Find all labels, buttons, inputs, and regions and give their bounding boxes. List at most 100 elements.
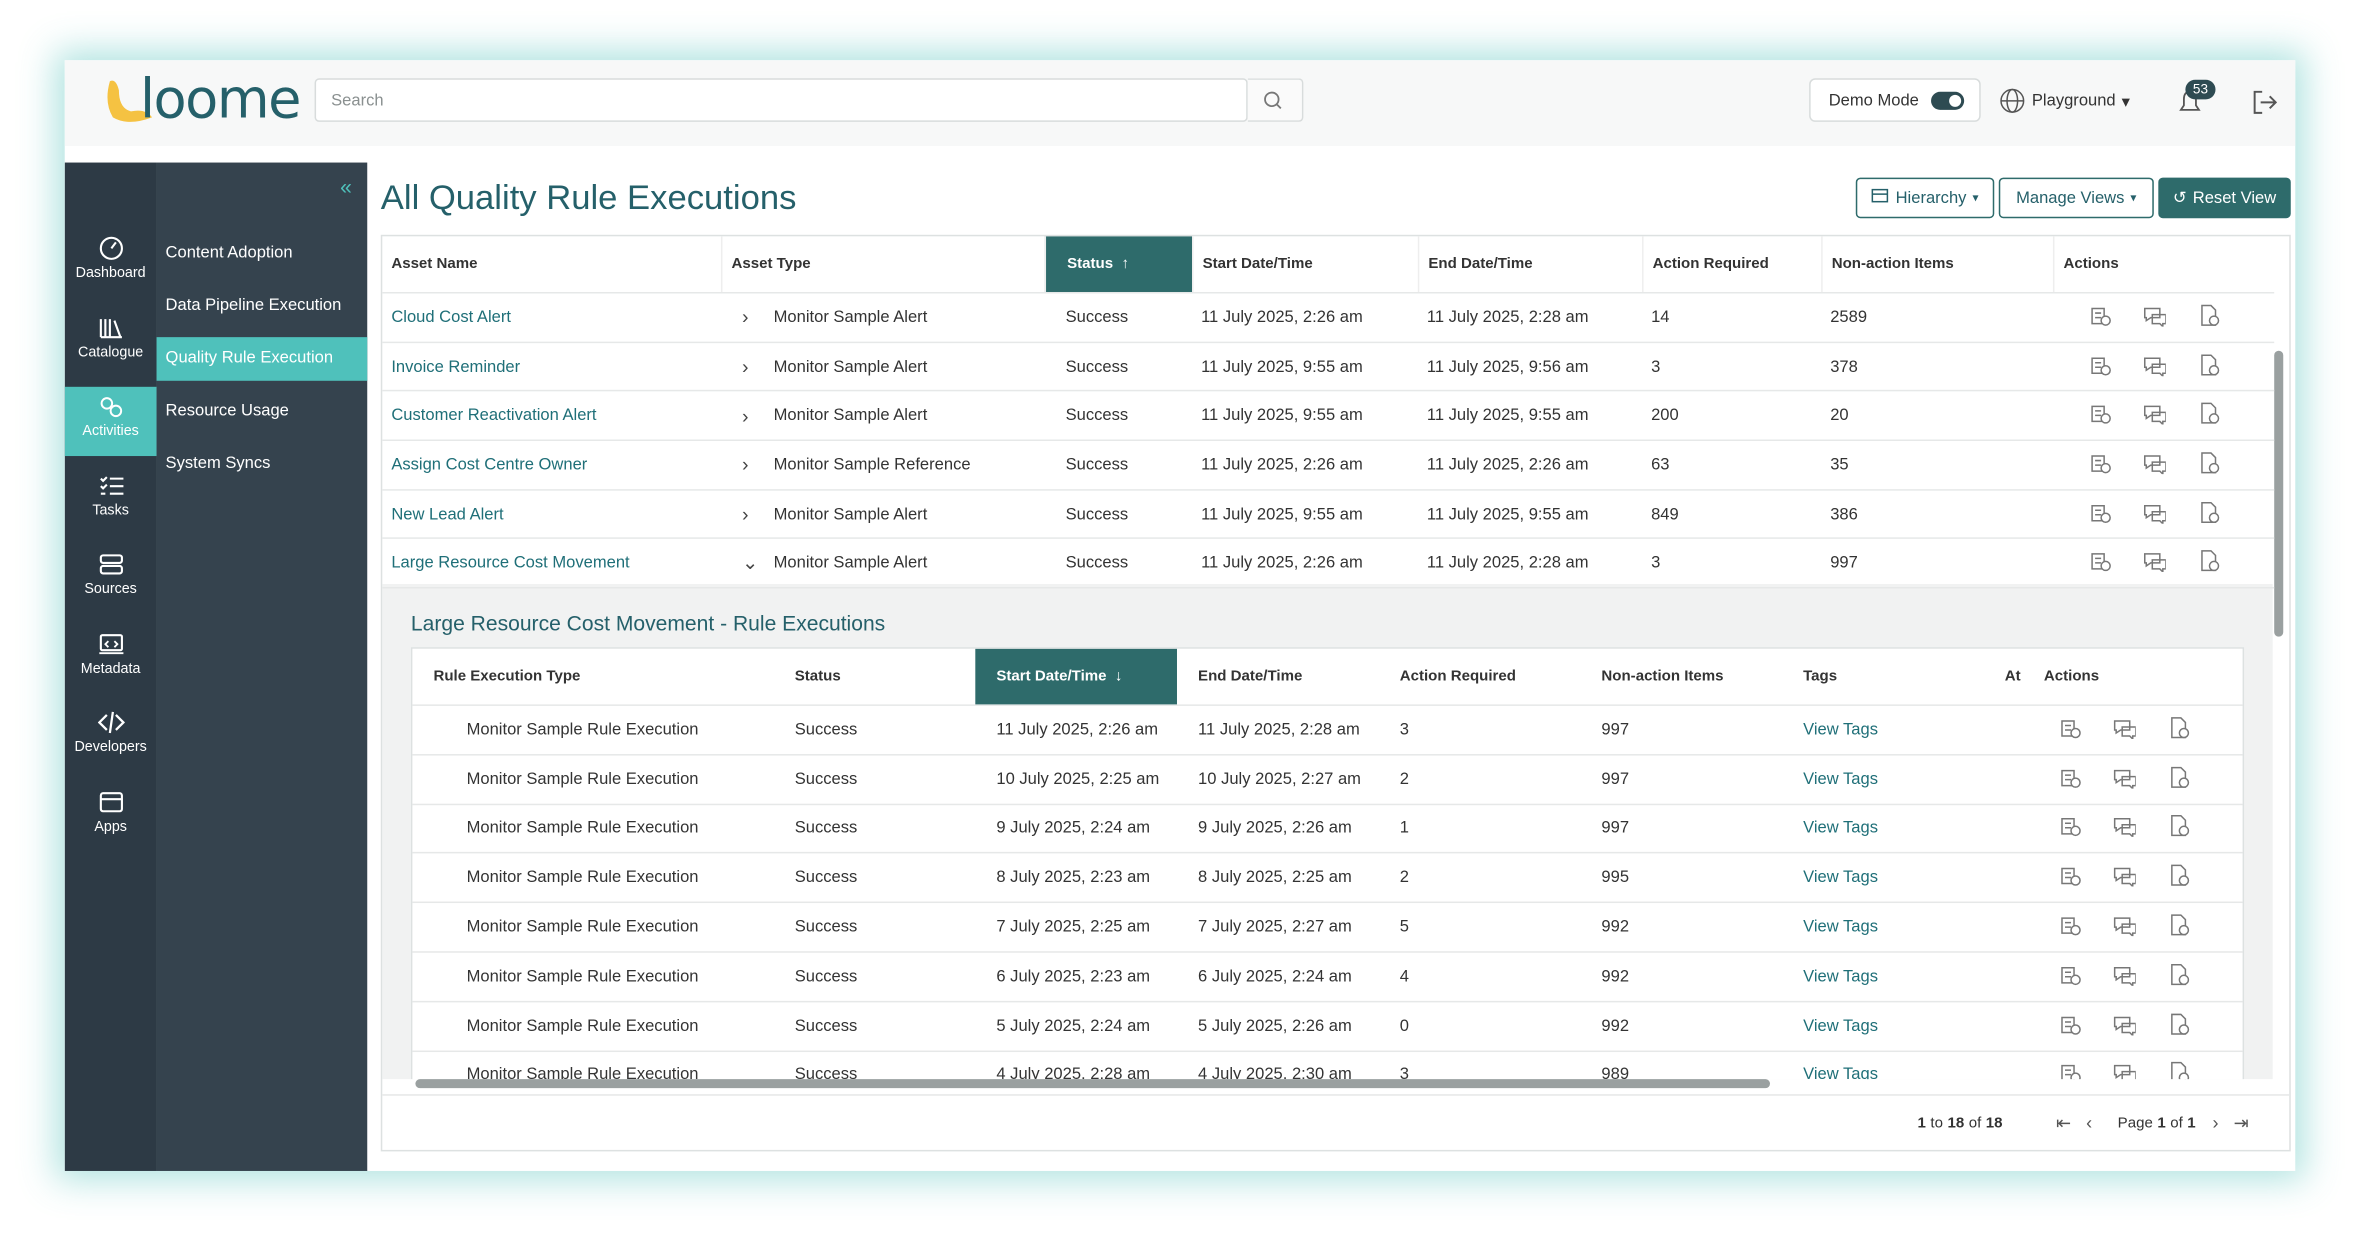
action-icon[interactable]	[2197, 353, 2220, 380]
column-header[interactable]: Tags	[1782, 649, 1984, 705]
column-header[interactable]: Action Required	[1379, 649, 1581, 705]
nav-item[interactable]: Dashboard	[65, 229, 157, 298]
page-nav-prev[interactable]: ⇤‹	[2055, 1112, 2108, 1134]
column-header[interactable]: Status	[774, 649, 976, 705]
tags-link[interactable]: View Tags	[1803, 770, 1878, 789]
subnav-item[interactable]: Resource Usage	[165, 401, 289, 420]
toolbar-button[interactable]: ↺ Reset View	[2158, 177, 2291, 219]
asset-link[interactable]: Cloud Cost Alert	[391, 308, 511, 327]
action-icon[interactable]	[2113, 815, 2137, 842]
action-icon[interactable]	[2059, 963, 2082, 990]
expand-chevron[interactable]: ›	[742, 306, 749, 329]
column-header[interactable]: End Date/Time	[1417, 236, 1642, 292]
page-nav-next[interactable]: ›⇥	[2212, 1112, 2264, 1134]
column-header[interactable]: At	[1984, 649, 2023, 705]
tags-link[interactable]: View Tags	[1803, 868, 1878, 887]
column-header[interactable]: Non-action Items	[1580, 649, 1782, 705]
action-icon[interactable]	[2197, 550, 2220, 577]
action-icon[interactable]	[2059, 766, 2082, 793]
asset-link[interactable]: Customer Reactivation Alert	[391, 406, 597, 425]
action-icon[interactable]	[2143, 550, 2167, 577]
action-icon[interactable]	[2113, 716, 2137, 743]
action-icon[interactable]	[2197, 402, 2220, 429]
action-icon[interactable]	[2143, 304, 2167, 331]
column-header[interactable]: Non-action Items	[1821, 236, 2053, 292]
action-icon[interactable]	[2113, 766, 2137, 793]
action-icon[interactable]	[2089, 402, 2112, 429]
action-icon[interactable]	[2059, 1062, 2082, 1080]
action-icon[interactable]	[2059, 716, 2082, 743]
tags-link[interactable]: View Tags	[1803, 967, 1878, 986]
column-header[interactable]: Action Required	[1642, 236, 1821, 292]
column-header[interactable]: Status ↑	[1044, 236, 1193, 292]
action-icon[interactable]	[2113, 1062, 2137, 1080]
subnav-item[interactable]: Data Pipeline Execution	[165, 296, 342, 315]
nav-item[interactable]: Metadata	[65, 624, 157, 693]
expand-chevron[interactable]: ›	[742, 502, 749, 526]
action-icon[interactable]	[2167, 1062, 2190, 1080]
column-header[interactable]: End Date/Time	[1177, 649, 1379, 705]
action-icon[interactable]	[2089, 353, 2112, 380]
tags-link[interactable]: View Tags	[1803, 819, 1878, 838]
action-icon[interactable]	[2167, 766, 2190, 793]
action-icon[interactable]	[2089, 451, 2112, 478]
action-icon[interactable]	[2167, 1012, 2190, 1039]
search-button[interactable]	[1247, 78, 1304, 122]
action-icon[interactable]	[2089, 304, 2112, 331]
search-input[interactable]: Search	[314, 78, 1248, 122]
subnav-item[interactable]: System Syncs	[165, 454, 271, 473]
workspace-menu[interactable]: Playground ▾	[1999, 87, 2130, 114]
column-header[interactable]: Start Date/Time	[1192, 236, 1418, 292]
nav-item[interactable]: Sources	[65, 545, 157, 614]
expand-chevron[interactable]: ⌄	[742, 551, 759, 574]
nav-item[interactable]: Apps	[65, 782, 157, 851]
tags-link[interactable]: View Tags	[1803, 720, 1878, 739]
toolbar-button[interactable]: Manage Views ▾	[1998, 177, 2154, 219]
action-icon[interactable]	[2143, 353, 2167, 380]
action-icon[interactable]	[2167, 815, 2190, 842]
column-header[interactable]: Rule Execution Type	[412, 649, 773, 705]
action-icon[interactable]	[2143, 451, 2167, 478]
action-icon[interactable]	[2113, 914, 2137, 941]
expand-chevron[interactable]: ›	[742, 404, 749, 428]
nav-item[interactable]: Activities	[64, 386, 157, 457]
toolbar-button[interactable]: Hierarchy ▾	[1855, 177, 1995, 219]
action-icon[interactable]	[2143, 402, 2167, 429]
action-icon[interactable]	[2197, 304, 2220, 331]
action-icon[interactable]	[2089, 501, 2112, 528]
tags-link[interactable]: View Tags	[1803, 1016, 1878, 1036]
column-header[interactable]: Asset Name	[382, 236, 721, 292]
column-header[interactable]: Start Date/Time ↓	[975, 648, 1177, 705]
nav-item[interactable]: Catalogue	[65, 308, 157, 377]
asset-link[interactable]: New Lead Alert	[391, 505, 504, 524]
action-icon[interactable]	[2143, 501, 2167, 528]
action-icon[interactable]	[2059, 864, 2082, 891]
action-icon[interactable]	[2059, 914, 2082, 941]
collapse-icon[interactable]: «	[340, 174, 352, 199]
action-icon[interactable]	[2167, 864, 2190, 891]
v-scrollbar[interactable]	[2274, 350, 2284, 637]
asset-link[interactable]: Large Resource Cost Movement	[391, 554, 630, 573]
subnav-item[interactable]: Quality Rule Execution	[156, 337, 368, 381]
action-icon[interactable]	[2197, 451, 2220, 478]
action-icon[interactable]	[2167, 914, 2190, 941]
nav-item[interactable]: Developers	[65, 703, 157, 772]
column-header[interactable]: Asset Type	[720, 236, 1045, 292]
action-icon[interactable]	[2197, 501, 2220, 528]
action-icon[interactable]	[2059, 815, 2082, 842]
action-icon[interactable]	[2113, 1012, 2137, 1039]
tags-link[interactable]: View Tags	[1803, 918, 1878, 937]
action-icon[interactable]	[2167, 716, 2190, 743]
expand-chevron[interactable]: ›	[742, 355, 749, 378]
action-icon[interactable]	[2059, 1012, 2082, 1039]
action-icon[interactable]	[2089, 550, 2112, 577]
logout-icon[interactable]	[2250, 87, 2280, 117]
expand-chevron[interactable]: ›	[742, 453, 749, 477]
subnav-item[interactable]: Content Adoption	[165, 243, 293, 262]
action-icon[interactable]	[2113, 963, 2137, 990]
nav-item[interactable]: Tasks	[65, 466, 157, 535]
asset-link[interactable]: Assign Cost Centre Owner	[391, 455, 588, 475]
action-icon[interactable]	[2167, 963, 2190, 990]
column-header[interactable]: Actions	[2052, 236, 2274, 292]
tags-link[interactable]: View Tags	[1803, 1066, 1878, 1080]
